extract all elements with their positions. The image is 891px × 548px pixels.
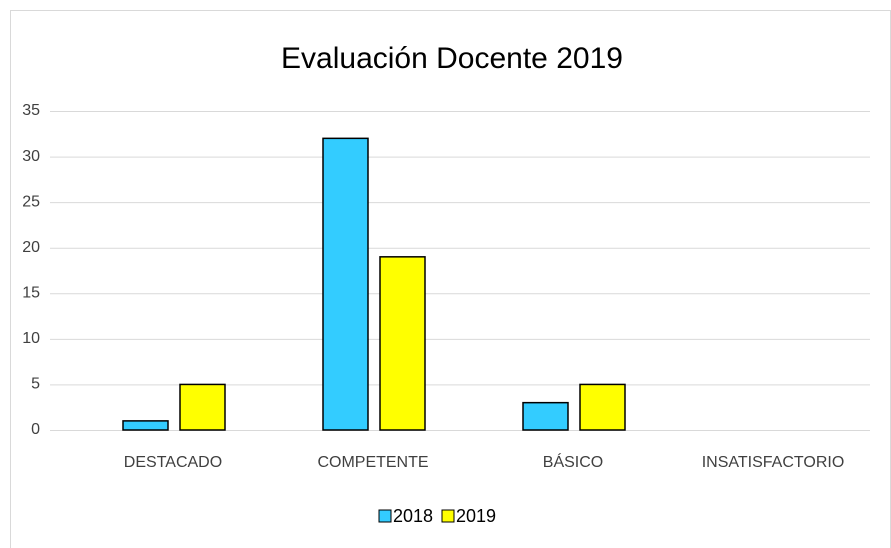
x-tick-label: BÁSICO <box>543 452 603 471</box>
y-tick-label: 15 <box>22 285 40 302</box>
legend-swatch <box>441 509 455 523</box>
x-tick-label: DESTACADO <box>124 454 222 471</box>
y-tick-label: 10 <box>22 330 40 347</box>
y-tick-label: 5 <box>31 376 40 393</box>
bar <box>522 401 569 431</box>
chart-border <box>10 10 891 548</box>
bar <box>122 420 169 431</box>
x-tick-label: INSATISFACTORIO <box>702 454 845 471</box>
y-tick-label: 20 <box>22 239 40 256</box>
legend-label: 2019 <box>456 506 496 526</box>
y-tick-label: 30 <box>22 148 40 165</box>
legend-label: 2018 <box>393 506 433 526</box>
bar <box>579 383 626 431</box>
bar <box>322 137 369 431</box>
x-tick-label: COMPETENTE <box>317 454 428 471</box>
y-tick-label: 0 <box>31 421 40 438</box>
y-tick-label: 25 <box>22 193 40 210</box>
bar <box>179 383 226 431</box>
y-tick-label: 35 <box>22 102 40 119</box>
bar <box>379 256 426 431</box>
chart-title: Evaluación Docente 2019 <box>281 42 623 75</box>
legend-swatch <box>378 509 392 523</box>
